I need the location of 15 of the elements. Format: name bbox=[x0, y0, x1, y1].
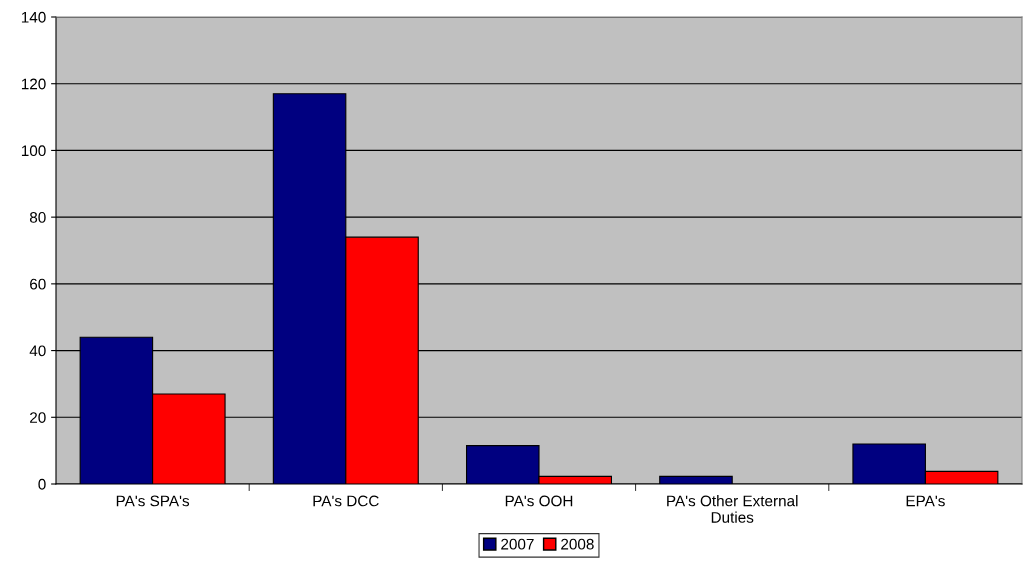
x-tick-label: PA's SPA's bbox=[116, 495, 190, 507]
y-tick-label: 140 bbox=[21, 11, 46, 23]
x-tick-label: PA's Other External Duties bbox=[667, 495, 798, 523]
y-tick-label: 120 bbox=[21, 78, 46, 90]
y-tick-label: 100 bbox=[21, 145, 46, 157]
x-tick-label: EPA's bbox=[906, 495, 945, 507]
x-tick-label: PA's DCC bbox=[313, 495, 379, 507]
y-tick-label: 20 bbox=[30, 412, 46, 423]
y-tick-label: 40 bbox=[29, 345, 46, 357]
legend-label: 2008 bbox=[561, 538, 594, 550]
legend-label: 2007 bbox=[501, 538, 534, 550]
y-tick-label: 60 bbox=[30, 278, 46, 290]
x-tick-label: PA's OOH bbox=[505, 495, 573, 507]
y-tick-label: 80 bbox=[29, 212, 46, 223]
y-tick-label: 0 bbox=[38, 478, 46, 490]
